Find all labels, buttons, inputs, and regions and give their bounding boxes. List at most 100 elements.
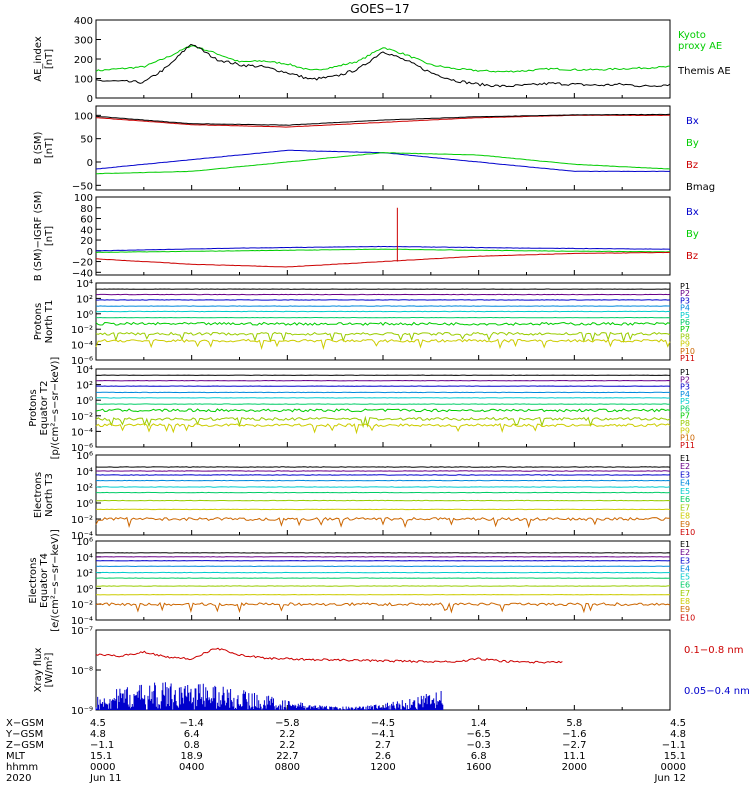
legend-label: Bx <box>686 207 699 218</box>
channel-label: E7 <box>680 503 690 512</box>
y-axis-label: [e/(cm²−s−sr−keV)] <box>50 529 61 632</box>
channel-label: P5 <box>680 311 690 320</box>
y-tick-label: 10² <box>76 483 93 494</box>
y-axis-label: AE_index <box>33 36 44 82</box>
channel-label: E2 <box>680 548 690 557</box>
y-tick-label: 10⁰ <box>76 584 93 595</box>
y-tick-label: 10⁻⁹ <box>71 706 93 717</box>
y-tick-label: 20 <box>80 236 93 247</box>
legend-label: 0.05−0.4 nm <box>684 686 750 697</box>
channel-label: P10 <box>680 347 695 356</box>
channel-label: E10 <box>680 528 695 537</box>
legend-label: Bx <box>686 116 699 127</box>
y-axis-label: B (SM)−IGRF (SM) <box>33 191 44 282</box>
channel-label: E6 <box>680 495 690 504</box>
channel-label: P3 <box>680 296 690 305</box>
channel-label: P2 <box>680 289 690 298</box>
y-tick-label: 10⁶ <box>76 537 93 548</box>
channel-label: P7 <box>680 325 690 334</box>
series-line-bz <box>95 251 671 268</box>
y-axis-label: Protons <box>28 389 39 426</box>
x-row-value: 1.4 <box>471 718 487 729</box>
y-tick-label: 10² <box>76 294 93 305</box>
legend-label: proxy AE <box>678 41 722 52</box>
panel-8: 10⁻⁹ 10⁻⁸ 10⁻⁷ Xray flux [W/m²] 0.1−0.8 nm 0.0… <box>33 626 750 717</box>
y-axis-label: Electrons <box>33 472 44 518</box>
x-row-value: −1.1 <box>90 740 114 751</box>
y-tick-label: 0 <box>87 247 93 258</box>
channel-label: P11 <box>680 354 695 363</box>
channel-label: E1 <box>680 454 690 463</box>
x-row-value: 0.8 <box>184 740 200 751</box>
channel-line-p8 <box>95 331 671 344</box>
x-row-label: X−GSM <box>6 718 44 729</box>
channel-label: E10 <box>680 613 695 622</box>
x-axis-labels: X−GSM 4.5 −1.4 −5.8 −4.5 1.4 5.8 4.5 Y−GSM 4.8 6.4… <box>5 718 686 784</box>
x-row-value: 4.8 <box>90 729 106 740</box>
y-tick-label: 80 <box>80 204 93 215</box>
y-axis-label: [W/m²] <box>44 652 55 687</box>
y-tick-label: 10⁶ <box>76 451 93 462</box>
y-tick-label: 10⁻² <box>71 325 93 336</box>
y-tick-label: 10⁴ <box>76 279 93 290</box>
series-line-themis-ae <box>95 43 671 88</box>
x-row-value: 6.4 <box>184 729 200 740</box>
channel-line-p8 <box>95 415 671 429</box>
x-row-label: hhmm <box>6 762 38 773</box>
x-row-value: 0400 <box>179 762 204 773</box>
x-row-value: 2.2 <box>279 740 295 751</box>
x-row-value: Jun 12 <box>653 773 686 784</box>
series-line-bx <box>96 245 671 252</box>
channel-line-p7 <box>95 408 671 413</box>
y-tick-label: 200 <box>74 55 93 66</box>
channel-label: E3 <box>680 556 690 565</box>
y-axis-label: [nT] <box>44 49 55 69</box>
y-axis-label: North T3 <box>44 473 55 517</box>
y-tick-label: 10⁻² <box>71 412 93 423</box>
x-row-label: MLT <box>6 751 26 762</box>
y-tick-label: −20 <box>72 258 93 269</box>
x-row-value: 0000 <box>661 762 686 773</box>
channel-label: P7 <box>680 412 690 421</box>
legend-label: 0.1−0.8 nm <box>684 645 743 656</box>
channel-line-p9 <box>95 422 671 435</box>
panel-frame <box>95 19 671 99</box>
y-tick-label: 100 <box>74 193 93 204</box>
panel-7: 10⁻⁴ 10⁻² 10⁰ 10² 10⁴ 10⁶ Electrons Equator T4[… <box>28 529 695 632</box>
legend-label: By <box>686 229 699 240</box>
x-row-value: −6.5 <box>467 729 491 740</box>
channel-label: E5 <box>680 487 690 496</box>
y-tick-label: 10⁴ <box>76 467 93 478</box>
channel-label: E9 <box>680 520 690 529</box>
x-row-value: 4.5 <box>670 718 686 729</box>
y-tick-label: 100 <box>74 111 93 122</box>
legend-label: Bz <box>686 251 698 262</box>
panel-4: 10⁻⁶ 10⁻⁴ 10⁻² 10⁰ 10² 10⁴ Protons North T1 P1P2… <box>33 279 695 367</box>
legend-label: Themis AE <box>677 66 731 77</box>
channel-line-e9 <box>95 601 671 614</box>
plot-title: GOES−17 <box>350 2 409 16</box>
channel-label: P2 <box>680 375 690 384</box>
y-tick-label: 10⁻² <box>71 600 93 611</box>
x-row-value: 6.8 <box>471 751 487 762</box>
y-tick-label: −50 <box>72 181 93 192</box>
series-line-kyoto-proxy-ae <box>95 45 671 73</box>
panel-frame <box>95 105 671 191</box>
channel-label: E7 <box>680 589 690 598</box>
x-row-value: 4.8 <box>670 729 686 740</box>
y-axis-label: Protons <box>33 303 44 340</box>
y-tick-label: 50 <box>80 135 93 146</box>
channel-label: E9 <box>680 605 690 614</box>
y-tick-label: 10⁻⁸ <box>71 666 93 677</box>
y-tick-label: 100 <box>74 75 93 86</box>
x-row-value: 15.1 <box>90 751 112 762</box>
x-row-value: 22.7 <box>276 751 298 762</box>
series-line-bz <box>96 114 671 128</box>
x-row-value: 15.1 <box>664 751 686 762</box>
xray-long-line <box>95 647 563 664</box>
x-row-value: −1.6 <box>562 729 586 740</box>
y-axis-label: Equator T4 <box>39 553 50 608</box>
x-row-value: −5.8 <box>275 718 299 729</box>
